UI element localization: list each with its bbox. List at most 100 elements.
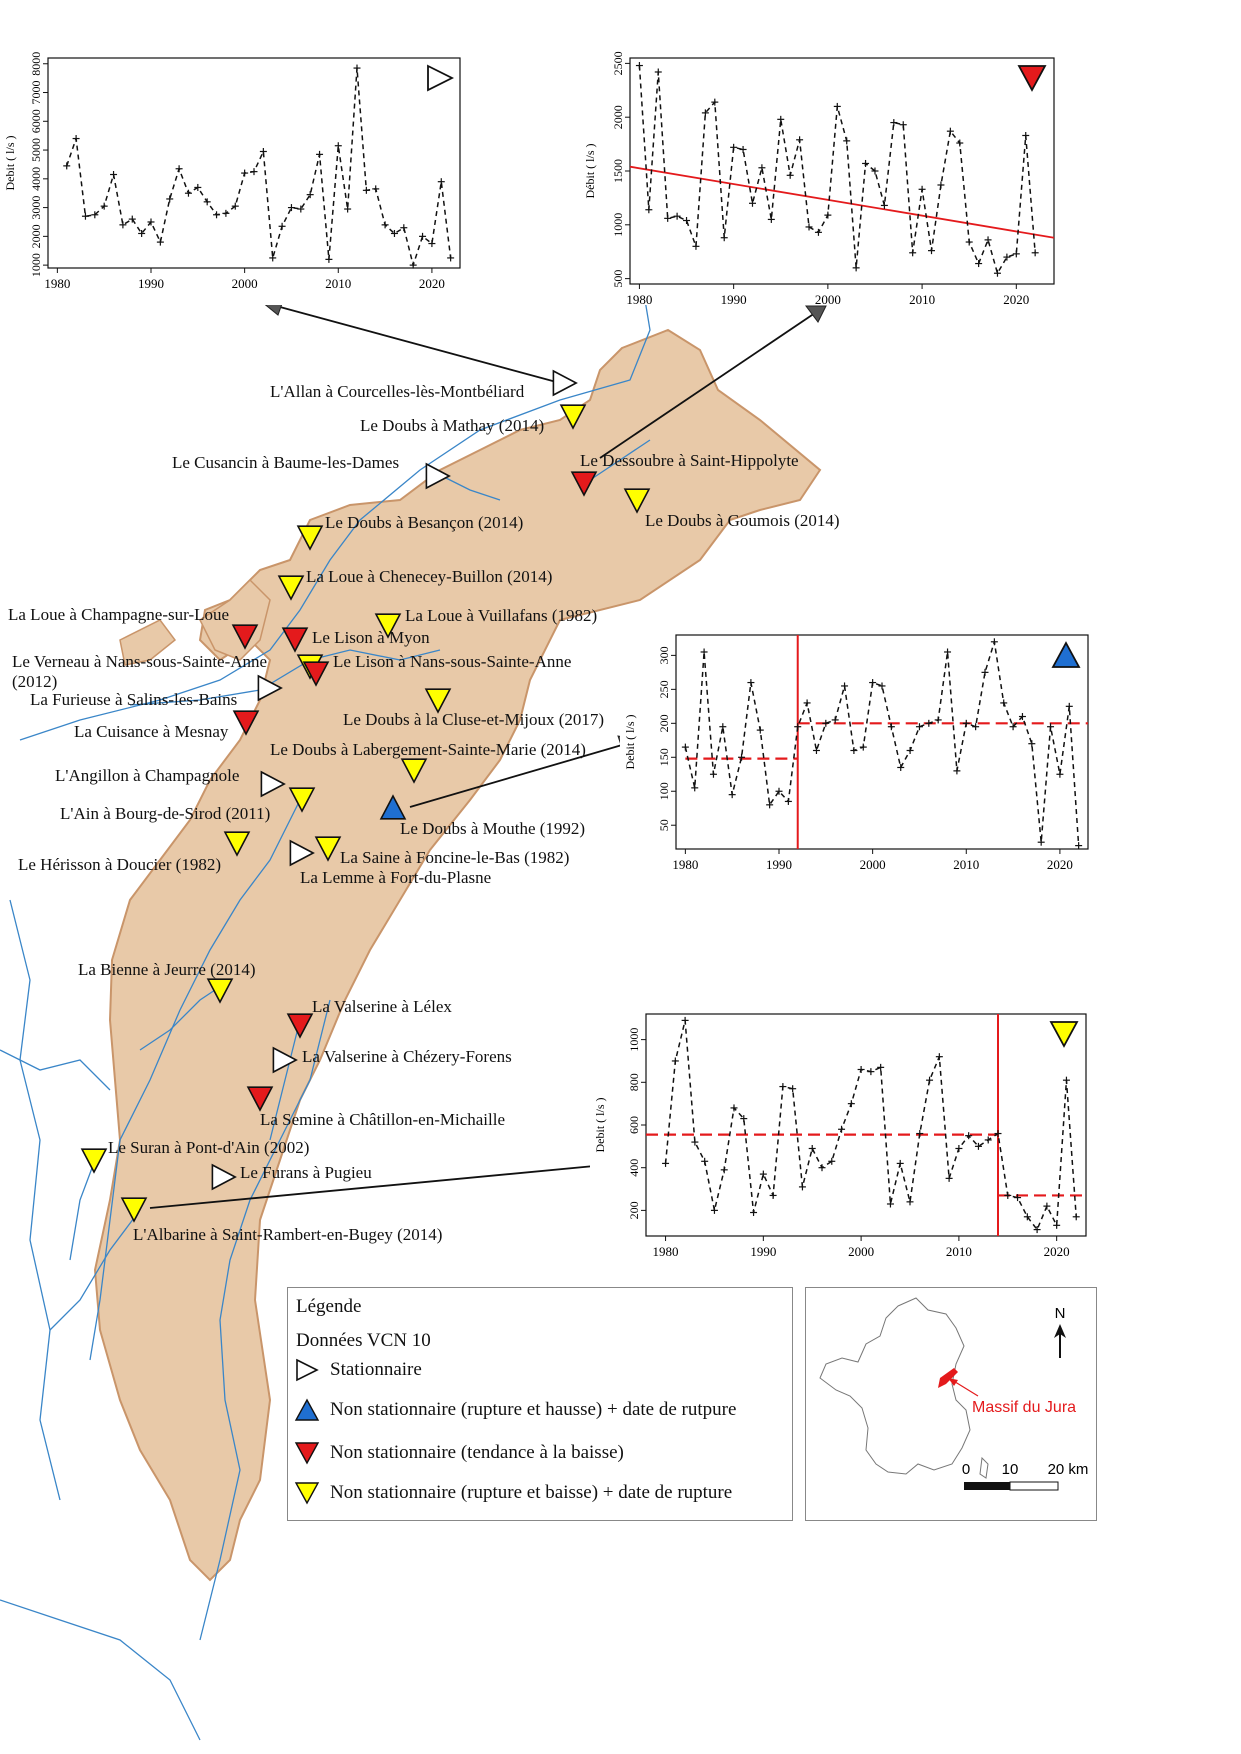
legend-label: Non stationnaire (rupture et hausse) + d… — [330, 1399, 737, 1420]
arrow-mouthe-to-chart — [409, 744, 623, 808]
legend-item-rupture-hausse: Non stationnaire (rupture et hausse) + d… — [294, 1398, 736, 1422]
legend-item-stationnaire: Stationnaire — [294, 1358, 422, 1382]
data-point — [353, 64, 361, 72]
river-dessoubre — [589, 439, 651, 481]
legend-panel: Légende Données VCN 10 Stationnaire Non … — [287, 1287, 793, 1521]
data-point — [934, 716, 942, 724]
x-tick-label: 2020 — [1044, 1244, 1070, 1259]
station-marker-tendance_baisse — [281, 627, 309, 653]
france-outline — [819, 1297, 971, 1475]
station-label: Le Lison à Myon — [312, 628, 430, 647]
y-tick-label: 100 — [657, 782, 671, 800]
y-tick-label: 500 — [611, 270, 625, 288]
data-point — [869, 679, 877, 687]
y-tick-label: 600 — [627, 1116, 641, 1134]
station-marker-tendance_baisse — [302, 661, 330, 687]
data-point — [897, 763, 905, 771]
data-point — [691, 1138, 699, 1146]
station-label: La Cuisance à Mesnay — [74, 722, 229, 741]
river-saone — [9, 899, 61, 1501]
data-point — [747, 679, 755, 687]
data-point — [878, 682, 886, 690]
data-point — [110, 171, 118, 179]
station-marker-tendance_baisse — [246, 1086, 274, 1112]
data-point — [944, 648, 952, 656]
data-point — [915, 723, 923, 731]
plot-frame — [645, 1013, 1087, 1237]
data-point — [890, 119, 898, 127]
data-point — [390, 229, 398, 237]
legend-item-rupture-baisse: Non stationnaire (rupture et baisse) + d… — [294, 1481, 732, 1505]
x-tick-label: 2020 — [1003, 292, 1029, 305]
data-point — [796, 136, 804, 144]
station: Le Doubs à Besançon (2014) — [296, 513, 523, 551]
data-point — [833, 102, 841, 110]
scale-bar-white — [1009, 1481, 1059, 1491]
station: La Saine à Foncine-le-Bas (1982) — [314, 836, 569, 867]
data-point — [994, 1130, 1002, 1138]
data-point — [91, 211, 99, 219]
data-point — [1033, 1226, 1041, 1234]
data-point — [896, 1159, 904, 1167]
data-point — [841, 682, 849, 690]
station: L'Allan à Courcelles-lès-Montbéliard — [270, 369, 578, 401]
data-point — [981, 668, 989, 676]
y-tick-label: 200 — [627, 1201, 641, 1219]
data-point — [409, 261, 417, 269]
station: Le Doubs à Labergement-Sainte-Marie (201… — [270, 740, 586, 784]
data-point — [1022, 131, 1030, 139]
data-point — [673, 212, 681, 220]
data-point — [250, 168, 258, 176]
x-tick-label: 2010 — [953, 857, 979, 872]
data-point — [710, 1206, 718, 1214]
data-point — [719, 723, 727, 731]
data-point — [857, 1066, 865, 1073]
station-marker-stationnaire — [260, 770, 286, 798]
data-point — [814, 228, 822, 236]
station-marker-stationnaire — [257, 674, 283, 702]
data-point — [784, 797, 792, 805]
station-label: Le Verneau à Nans-sous-Sainte-Anne (2012) — [12, 652, 267, 691]
data-point — [711, 98, 719, 106]
data-point — [635, 62, 643, 70]
y-tick-label: 300 — [657, 646, 671, 664]
station-marker-rupture_hausse — [379, 794, 407, 820]
y-axis-label: Debit ( l/s ) — [623, 715, 637, 770]
data-point — [325, 255, 333, 263]
data-point — [231, 202, 239, 210]
chart-1: 1980 1990 2000 2010 2020 1000 2000 3000 4000 5000… — [3, 52, 461, 291]
data-point — [918, 185, 926, 193]
data-point — [278, 222, 286, 230]
legend-item-tendance-baisse: Non stationnaire (tendance à la baisse) — [294, 1441, 624, 1465]
y-axis-label: Débit ( l/s ) — [583, 144, 597, 199]
station: Le Verneau à Nans-sous-Sainte-Anne (2012) — [12, 652, 324, 691]
data-point — [789, 1085, 797, 1093]
arrow-albarine-to-chart — [149, 1164, 606, 1209]
station-marker-rupture_baisse — [374, 613, 402, 639]
data-point — [928, 247, 936, 255]
x-tick-label: 2020 — [1047, 857, 1073, 872]
station-label: La Loue à Champagne-sur-Loue — [8, 605, 229, 624]
station: La Semine à Châtillon-en-Michaille — [246, 1086, 505, 1129]
station: La Valserine à Chézery-Forens — [272, 1046, 512, 1074]
data-point — [166, 195, 174, 203]
data-point — [1043, 1202, 1051, 1210]
massif-pointer — [951, 1379, 979, 1397]
data-point — [838, 1125, 846, 1133]
station-label: Le Suran à Pont-d'Ain (2002) — [108, 1138, 309, 1157]
station-label: Le Doubs à Besançon (2014) — [325, 513, 523, 532]
data-point — [965, 238, 973, 246]
data-point — [194, 183, 202, 191]
x-tick-label: 2010 — [325, 276, 351, 291]
chart-panel-tendance: 1980 1990 2000 2010 2020 500 1000 1500 2000 2500 D… — [580, 40, 1060, 307]
data-point — [175, 165, 183, 173]
x-tick-label: 2010 — [909, 292, 935, 305]
data-point — [428, 240, 436, 248]
data-point — [779, 1083, 787, 1091]
data-point — [756, 726, 764, 734]
data-point — [974, 1142, 982, 1150]
data-point — [1072, 1213, 1080, 1221]
data-point — [269, 254, 277, 262]
legend-label: Stationnaire — [330, 1359, 422, 1380]
river-suran — [69, 1159, 96, 1261]
